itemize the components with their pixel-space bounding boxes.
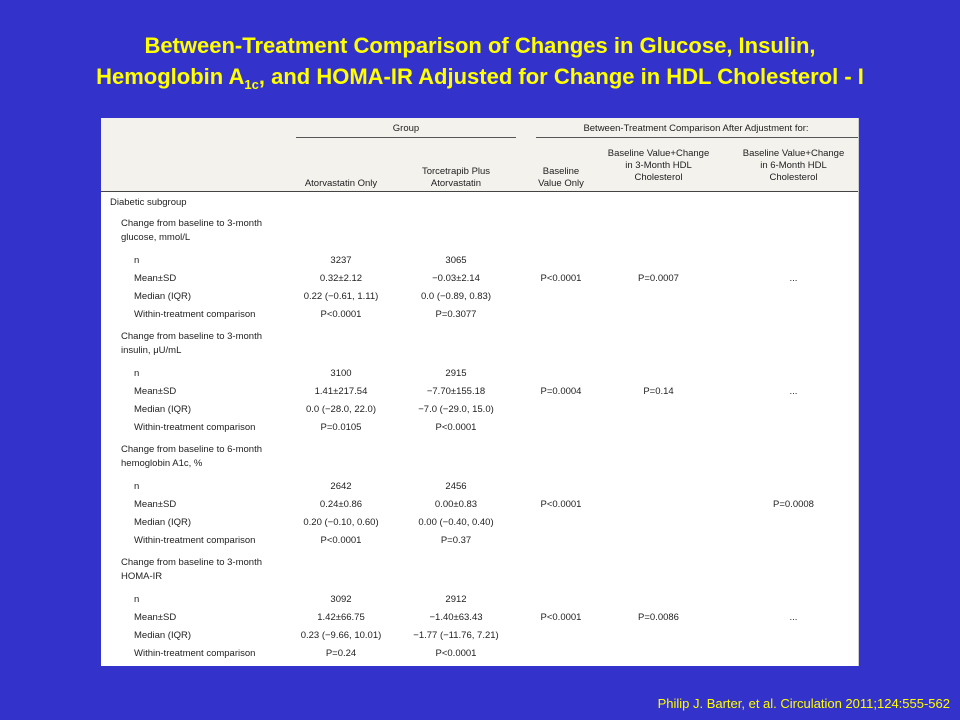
cell-p-6month: ... <box>789 612 798 623</box>
cell-torcetrapib-mean: 0.00±0.83 <box>434 499 478 510</box>
cell-p-6month: P=0.0008 <box>773 499 814 510</box>
title-line-2-post: , and HOMA-IR Adjusted for Change in HDL… <box>258 64 864 89</box>
section-label-line-2: glucose, mmol/L <box>121 232 191 243</box>
cell-atorvastatin-mean: 0.32±2.12 <box>319 273 363 284</box>
cell-p-3month: P=0.14 <box>643 386 674 397</box>
header-between: Between-Treatment Comparison After Adjus… <box>583 123 809 134</box>
row-label-n: n <box>134 368 140 379</box>
header-col-baseline: Baseline Value Only <box>526 166 596 190</box>
row-label-n: n <box>134 255 140 266</box>
header-col-3month-line-3: Cholesterol <box>634 172 683 183</box>
header-col-6month: Baseline Value+Change in 6-Month HDL Cho… <box>731 148 856 184</box>
title-line-2-sub: 1c <box>244 77 259 92</box>
cell-torcetrapib-within: P<0.0001 <box>435 648 477 659</box>
cell-p-baseline: P<0.0001 <box>540 612 582 623</box>
header-col-atorvastatin: Atorvastatin Only <box>304 178 378 189</box>
section-label-line-1: Change from baseline to 3-month <box>121 557 262 568</box>
header-col-6month-line-1: Baseline Value+Change <box>742 148 845 159</box>
header-col-3month-line-2: in 3-Month HDL <box>625 160 692 171</box>
header-col-6month-line-3: Cholesterol <box>769 172 818 183</box>
row-label-within: Within-treatment comparison <box>134 309 256 320</box>
cell-atorvastatin-median: 0.23 (−9.66, 10.01) <box>300 630 382 641</box>
cell-p-3month: P=0.0086 <box>638 612 679 623</box>
section-label-line-1: Change from baseline to 6-month <box>121 444 262 455</box>
cell-atorvastatin-median: 0.0 (−28.0, 22.0) <box>306 404 376 415</box>
slide-title: Between-Treatment Comparison of Changes … <box>0 30 960 92</box>
row-label-mean: Mean±SD <box>134 273 177 284</box>
section-label-line-2: insulin, μU/mL <box>121 345 182 356</box>
cell-atorvastatin-n: 3100 <box>330 368 352 379</box>
cell-p-baseline: P<0.0001 <box>540 499 582 510</box>
header-col-torcetrapib-line-2: Atorvastatin <box>430 178 482 189</box>
row-label-mean: Mean±SD <box>134 386 177 397</box>
cell-torcetrapib-median: 0.0 (−0.89, 0.83) <box>421 291 491 302</box>
header-col-3month: Baseline Value+Change in 3-Month HDL Cho… <box>596 148 721 184</box>
citation: Philip J. Barter, et al. Circulation 201… <box>657 696 950 711</box>
results-table: Group Between-Treatment Comparison After… <box>101 118 859 666</box>
table-right-edge <box>858 118 859 666</box>
cell-atorvastatin-within: P=0.24 <box>325 648 357 659</box>
cell-torcetrapib-median: −1.77 (−11.76, 7.21) <box>413 630 499 641</box>
cell-p-baseline: P<0.0001 <box>540 273 582 284</box>
section-label-line-1: Change from baseline to 3-month <box>121 331 262 342</box>
row-label-mean: Mean±SD <box>134 612 177 623</box>
header-group-rule <box>296 137 516 138</box>
cell-torcetrapib-within: P<0.0001 <box>435 422 477 433</box>
cell-torcetrapib-within: P=0.37 <box>440 535 472 546</box>
header-group: Group <box>392 123 420 134</box>
row-label-median: Median (IQR) <box>134 517 192 528</box>
cell-atorvastatin-within: P<0.0001 <box>320 309 362 320</box>
cell-atorvastatin-mean: 1.42±66.75 <box>317 612 365 623</box>
cell-torcetrapib-n: 2456 <box>445 481 467 492</box>
cell-p-3month: P=0.0007 <box>638 273 679 284</box>
slide-title-line-2: Hemoglobin A1c, and HOMA-IR Adjusted for… <box>0 61 960 92</box>
header-col-3month-line-1: Baseline Value+Change <box>607 148 710 159</box>
cell-atorvastatin-n: 2642 <box>330 481 352 492</box>
subgroup-label: Diabetic subgroup <box>110 197 187 208</box>
cell-atorvastatin-mean: 0.24±0.86 <box>319 499 363 510</box>
section-label-line-1: Change from baseline to 3-month <box>121 218 262 229</box>
cell-atorvastatin-n: 3237 <box>330 255 352 266</box>
header-col-torcetrapib-line-1: Torcetrapib Plus <box>421 166 491 177</box>
section-label-line-2: hemoglobin A1c, % <box>121 458 203 469</box>
row-label-median: Median (IQR) <box>134 630 192 641</box>
row-label-within: Within-treatment comparison <box>134 648 256 659</box>
cell-p-baseline: P=0.0004 <box>540 386 582 397</box>
cell-atorvastatin-median: 0.20 (−0.10, 0.60) <box>303 517 379 528</box>
cell-atorvastatin-mean: 1.41±217.54 <box>314 386 368 397</box>
cell-p-6month: ... <box>789 386 798 397</box>
cell-torcetrapib-mean: −7.70±155.18 <box>426 386 486 397</box>
cell-torcetrapib-mean: −0.03±2.14 <box>432 273 480 284</box>
row-label-median: Median (IQR) <box>134 291 192 302</box>
slide-title-line-1: Between-Treatment Comparison of Changes … <box>144 33 816 58</box>
cell-torcetrapib-n: 3065 <box>445 255 467 266</box>
cell-atorvastatin-n: 3092 <box>330 594 352 605</box>
cell-torcetrapib-median: −7.0 (−29.0, 15.0) <box>418 404 494 415</box>
row-label-n: n <box>134 594 140 605</box>
cell-atorvastatin-within: P=0.0105 <box>320 422 362 433</box>
row-label-median: Median (IQR) <box>134 404 192 415</box>
title-line-2-pre: Hemoglobin A <box>96 64 245 89</box>
cell-torcetrapib-mean: −1.40±63.43 <box>429 612 483 623</box>
cell-atorvastatin-median: 0.22 (−0.61, 1.11) <box>303 291 379 302</box>
header-col-baseline-line-2: Value Only <box>538 178 584 189</box>
header-between-rule <box>536 137 859 138</box>
cell-torcetrapib-within: P=0.3077 <box>435 309 477 320</box>
header-col-6month-line-2: in 6-Month HDL <box>760 160 827 171</box>
section-label-line-2: HOMA-IR <box>121 571 163 582</box>
row-label-within: Within-treatment comparison <box>134 535 256 546</box>
header-col-torcetrapib: Torcetrapib Plus Atorvastatin <box>401 166 511 190</box>
table-header: Group Between-Treatment Comparison After… <box>101 118 859 192</box>
cell-torcetrapib-median: 0.00 (−0.40, 0.40) <box>418 517 494 528</box>
row-label-within: Within-treatment comparison <box>134 422 256 433</box>
cell-p-6month: ... <box>789 273 798 284</box>
header-col-baseline-line-1: Baseline <box>542 166 580 177</box>
row-label-n: n <box>134 481 140 492</box>
row-label-mean: Mean±SD <box>134 499 177 510</box>
cell-torcetrapib-n: 2912 <box>445 594 467 605</box>
cell-torcetrapib-n: 2915 <box>445 368 467 379</box>
cell-atorvastatin-within: P<0.0001 <box>320 535 362 546</box>
